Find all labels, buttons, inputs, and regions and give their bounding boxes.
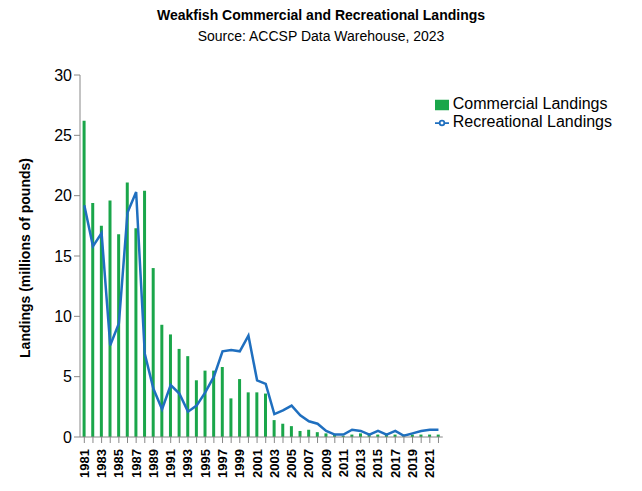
svg-text:1993: 1993 (180, 449, 195, 478)
svg-text:2007: 2007 (301, 449, 316, 478)
svg-text:2019: 2019 (405, 449, 420, 478)
html-text:Weakfish Commercial and Recrea: Weakfish Commercial and Recreational Lan… (157, 7, 485, 23)
svg-text:0: 0 (63, 429, 72, 446)
svg-text:1981: 1981 (77, 449, 92, 478)
svg-text:2009: 2009 (319, 449, 334, 478)
svg-text:30: 30 (54, 67, 72, 84)
svg-text:2021: 2021 (422, 449, 437, 478)
svg-text:1983: 1983 (94, 449, 109, 478)
svg-text:1989: 1989 (146, 449, 161, 478)
svg-text:1995: 1995 (198, 449, 213, 478)
html-text:Landings (millions of pounds): Landings (millions of pounds) (17, 158, 33, 358)
svg-text:2017: 2017 (388, 449, 403, 478)
svg-text:1985: 1985 (111, 449, 126, 478)
svg-text:1987: 1987 (129, 449, 144, 478)
svg-text:5: 5 (63, 368, 72, 385)
svg-text:1991: 1991 (163, 449, 178, 478)
svg-text:20: 20 (54, 187, 72, 204)
html-text:Source: ACCSP Data Warehouse,: Source: ACCSP Data Warehouse, 2023 (197, 28, 445, 44)
svg-text:2003: 2003 (267, 449, 282, 478)
svg-text:2005: 2005 (284, 449, 299, 478)
svg-text:2013: 2013 (353, 449, 368, 478)
html-text:Commercial Landings: Commercial Landings (452, 95, 608, 112)
svg-text:2011: 2011 (336, 449, 351, 477)
html-text:Recreational Landings: Recreational Landings (452, 113, 612, 130)
svg-text:10: 10 (54, 308, 72, 325)
svg-text:2001: 2001 (250, 449, 265, 478)
svg-text:2015: 2015 (370, 449, 385, 478)
svg-text:1999: 1999 (232, 449, 247, 478)
svg-text:1997: 1997 (215, 449, 230, 478)
svg-text:15: 15 (54, 248, 72, 265)
svg-text:25: 25 (54, 127, 72, 144)
